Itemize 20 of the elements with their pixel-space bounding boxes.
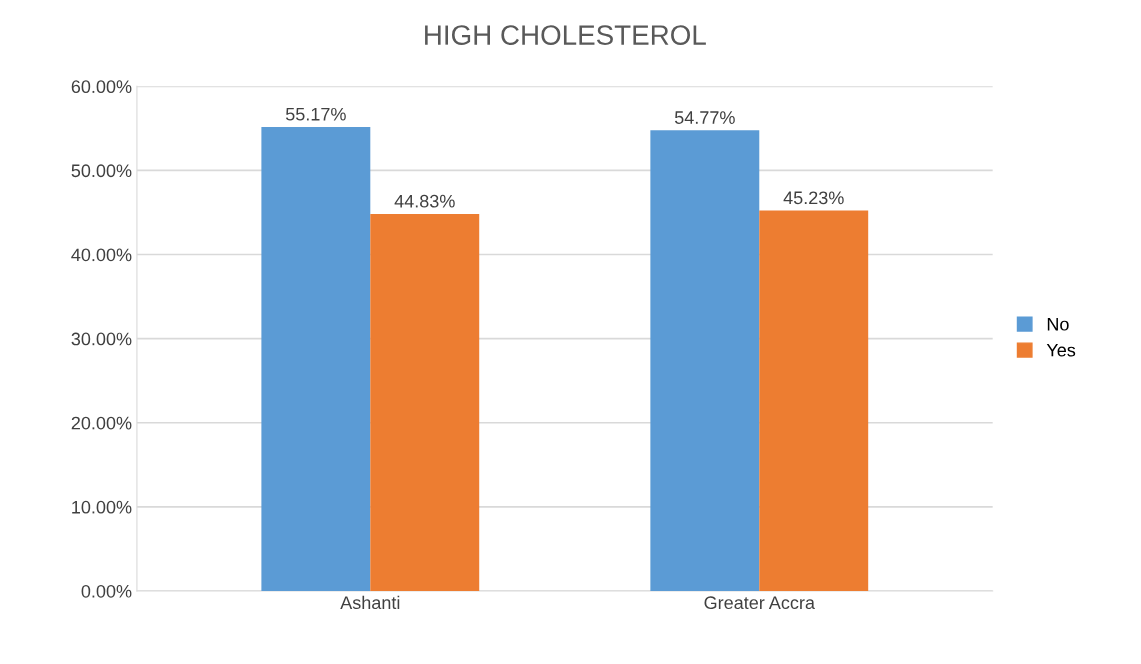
data-label: 54.77% [674, 111, 735, 124]
chart-title: HIGH CHOLESTEROL [425, 25, 706, 45]
legend-label: No [1047, 317, 1069, 331]
bar [261, 126, 371, 591]
y-tick-label: 20.00% [71, 416, 132, 430]
data-label: 55.17% [285, 107, 346, 121]
y-tick-label: 0.00% [81, 584, 132, 598]
y-tick-label: 40.00% [71, 248, 132, 262]
bar [650, 130, 760, 591]
y-tick-label: 10.00% [72, 500, 132, 514]
bar [370, 213, 480, 591]
x-tick-label: Greater Accra [704, 596, 815, 610]
data-label: 45.23% [783, 191, 844, 205]
legend-label: Yes [1046, 343, 1076, 357]
y-tick-label: 50.00% [71, 164, 132, 178]
y-tick-label: 30.00% [71, 332, 132, 346]
y-tick-label: 60.00% [71, 80, 132, 94]
x-tick-label: Ashanti [340, 595, 400, 610]
bar [759, 210, 869, 591]
data-label: 44.83% [394, 194, 455, 208]
